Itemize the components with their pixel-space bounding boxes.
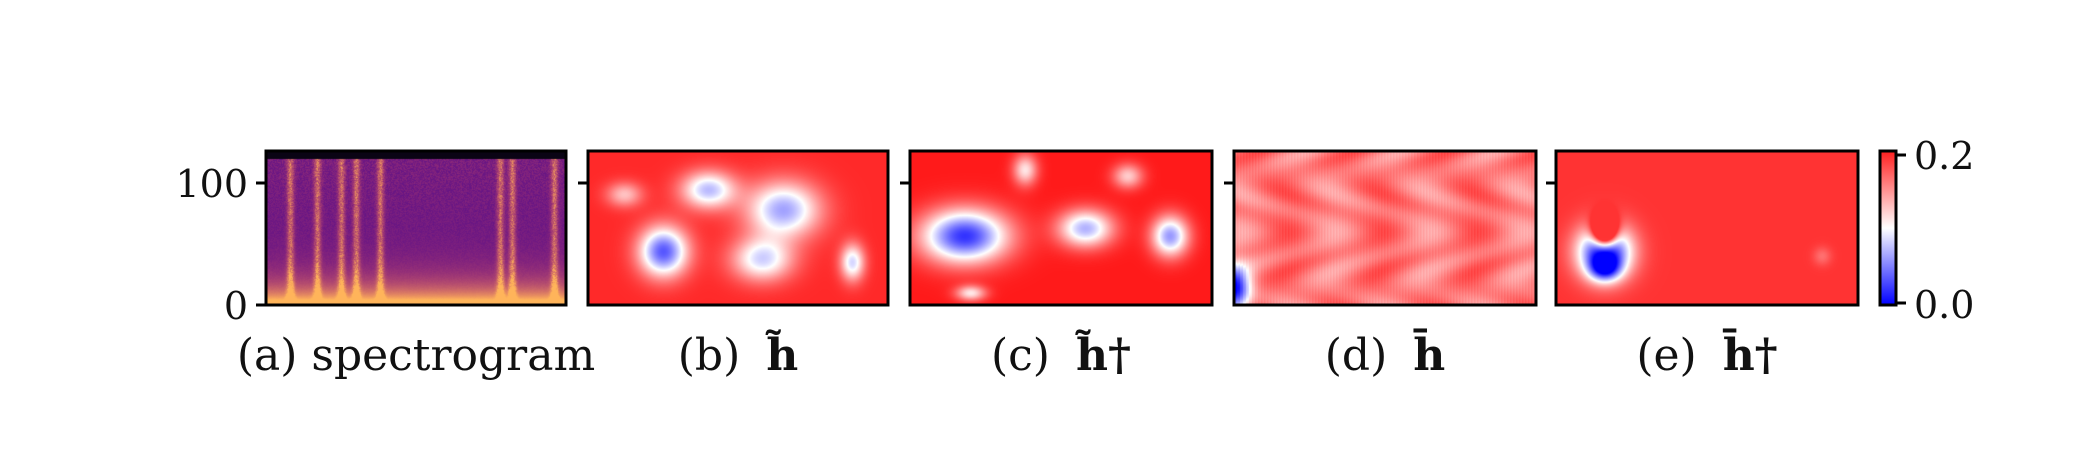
panel-e-frame	[1554, 149, 1860, 307]
caption-e-label: (e)	[1636, 330, 1696, 381]
colorbar: 0.2 0.0	[1878, 134, 1974, 327]
caption-a: (a) spectrogram	[237, 330, 595, 381]
y-axis: 0 100	[175, 162, 266, 328]
heatmap-h-tilde	[588, 151, 888, 305]
caption-c: (c) h̃†	[991, 328, 1131, 381]
heatmap-h-bar-dagger	[1556, 151, 1858, 305]
y-tick-label-100: 100	[175, 162, 248, 206]
caption-b: (b) h̃	[678, 328, 799, 381]
colorbar-frame	[1878, 149, 1898, 307]
caption-d-math: h̄	[1413, 327, 1445, 381]
panel-d-frame	[1232, 149, 1538, 307]
y-tick-label-0: 0	[224, 284, 248, 328]
caption-c-label: (c)	[991, 330, 1050, 381]
panel-h-bar: (d) h̄	[1224, 149, 1538, 381]
caption-e-math: h̄†	[1723, 327, 1778, 381]
panel-h-tilde-dagger: (c) h̃†	[900, 149, 1214, 381]
heatmap-h-tilde-dagger	[910, 151, 1212, 305]
caption-b-label: (b)	[678, 330, 741, 381]
heatmap-h-bar	[1234, 151, 1536, 305]
caption-d-label: (d)	[1325, 330, 1388, 381]
caption-b-math: h̃	[765, 328, 798, 381]
panel-c-frame	[908, 149, 1214, 307]
caption-c-math: h̃†	[1075, 328, 1131, 381]
caption-e: (e) h̄†	[1636, 327, 1777, 381]
spectrogram-image	[266, 151, 566, 305]
colorbar-tick-label-low: 0.0	[1914, 283, 1974, 327]
panel-spectrogram: (a) spectrogram	[237, 149, 595, 381]
spectrogram-frame	[264, 149, 568, 307]
panel-h-tilde: (b) h̃	[578, 149, 890, 381]
caption-d: (d) h̄	[1325, 327, 1446, 381]
panel-b-frame	[586, 149, 890, 307]
colorbar-tick-label-high: 0.2	[1914, 134, 1974, 178]
colorbar-gradient	[1880, 151, 1896, 305]
panel-h-bar-dagger: (e) h̄†	[1546, 149, 1860, 381]
